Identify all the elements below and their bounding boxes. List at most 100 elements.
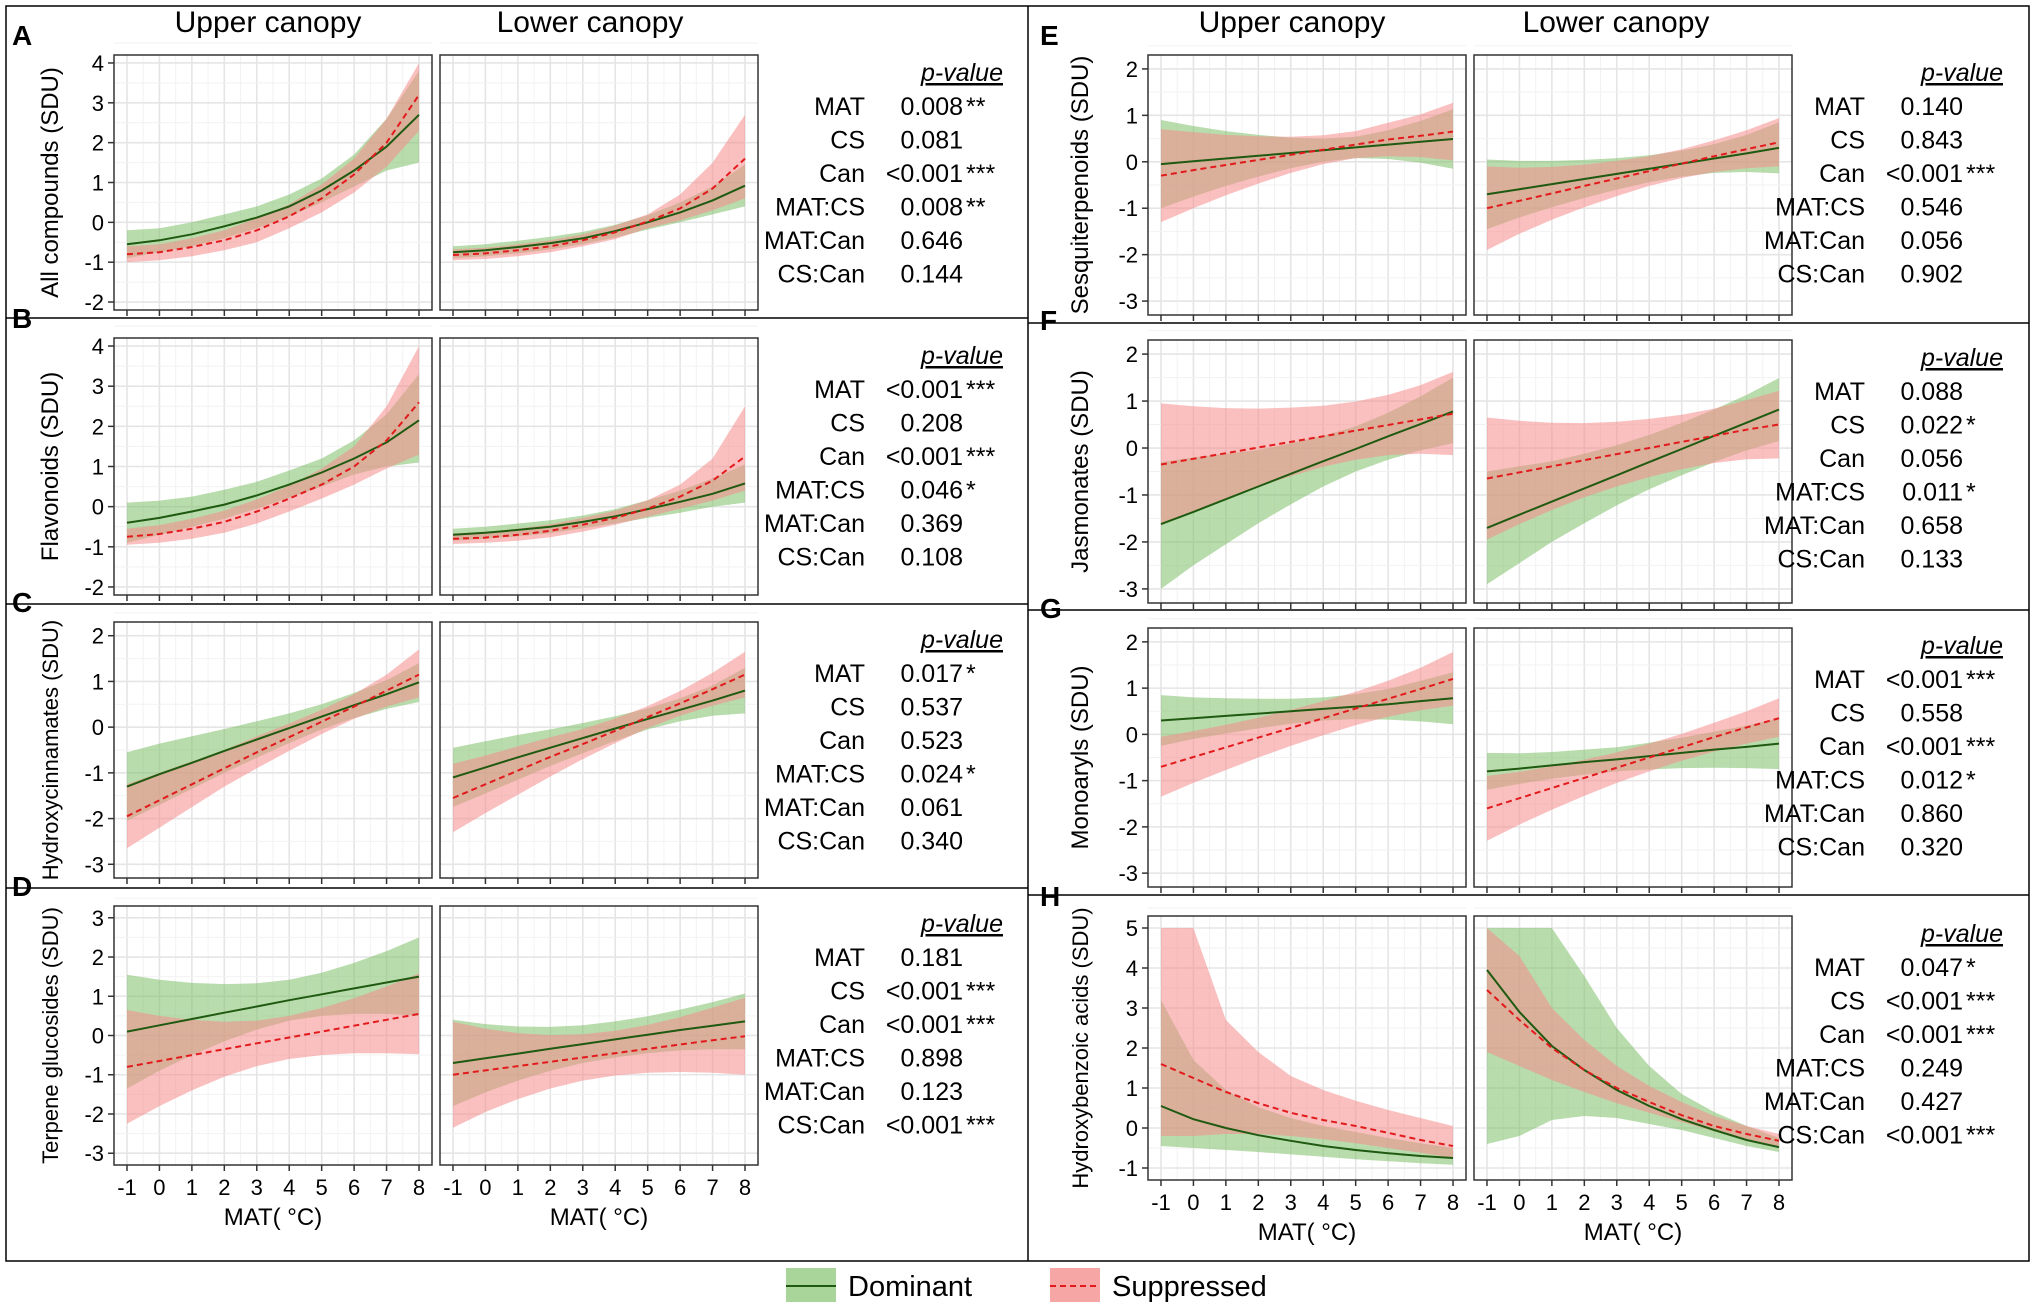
stat-p-value: 0.046: [900, 477, 963, 505]
stat-term: Can: [819, 727, 865, 755]
y-tick-label: -1: [84, 250, 104, 275]
stat-term: CS:Can: [1777, 1122, 1865, 1150]
column-titles: Upper canopy Lower canopy Upper canopy Lowe…: [175, 6, 1710, 39]
stat-term: MAT: [814, 944, 865, 972]
pvalue-header: p-value: [1920, 59, 2003, 87]
dominant-confidence-band: [1487, 928, 1779, 1152]
suppressed-confidence-band: [1487, 928, 1779, 1146]
y-tick-label: 1: [1126, 389, 1138, 414]
suppressed-confidence-band: [127, 973, 419, 1124]
x-tick-label: 1: [186, 1175, 198, 1200]
suppressed-line: [126, 673, 420, 818]
x-tick-label: 1: [1220, 1190, 1232, 1215]
y-tick-label: 3: [92, 906, 104, 931]
stat-significance: **: [966, 93, 986, 121]
stat-term: CS: [1830, 988, 1865, 1016]
x-tick-label: -1: [443, 1175, 463, 1200]
stat-significance: *: [966, 660, 976, 688]
stat-term: Can: [819, 443, 865, 471]
y-axis-label: Hydroxycinnamates (SDU): [38, 620, 63, 880]
y-tick-label: 2: [1126, 342, 1138, 367]
stat-term: MAT:Can: [1764, 1088, 1865, 1116]
stat-p-value: 0.022: [1900, 412, 1963, 440]
x-tick-label: 6: [1708, 1190, 1720, 1215]
stat-term: MAT:CS: [775, 1045, 865, 1073]
stat-term: MAT:CS: [1775, 479, 1865, 507]
stat-p-value: 0.011: [1902, 479, 1963, 507]
stat-p-value: 0.081: [900, 127, 963, 155]
stat-p-value: 0.658: [1900, 512, 1963, 540]
suppressed-line: [452, 673, 746, 799]
stat-significance: *: [1966, 412, 1976, 440]
stat-p-value: 0.320: [1900, 834, 1963, 862]
plot-lower: [439, 42, 759, 316]
stat-term: Can: [1819, 733, 1865, 761]
legend-label-suppressed: Suppressed: [1112, 1271, 1267, 1303]
pvalue-header: p-value: [920, 342, 1003, 370]
legend-label-dominant: Dominant: [848, 1271, 972, 1303]
stat-term: CS: [830, 127, 865, 155]
stat-term: MAT:CS: [1775, 767, 1865, 795]
suppressed-confidence-band: [1487, 390, 1779, 540]
plot-border: [439, 905, 759, 1166]
x-axis-label: MAT( °C): [1258, 1219, 1356, 1246]
stat-significance: ***: [966, 443, 995, 471]
stat-p-value: 0.012: [1900, 767, 1963, 795]
suppressed-confidence-band: [1161, 371, 1453, 526]
dominant-line: [126, 114, 420, 246]
y-axis-label: All compounds (SDU): [37, 67, 64, 298]
y-tick-label: 2: [92, 414, 104, 439]
y-tick-label: -1: [84, 535, 104, 560]
stat-p-value: <0.001: [1886, 1122, 1963, 1150]
stat-p-value: 0.024: [900, 761, 963, 789]
figure-frame: [5, 5, 2030, 1262]
plot-border: [1473, 627, 1793, 888]
stat-term: MAT:CS: [775, 761, 865, 789]
y-tick-label: 1: [1126, 1076, 1138, 1101]
stat-p-value: 0.008: [900, 194, 963, 222]
y-tick-label: 1: [92, 669, 104, 694]
stat-p-value: <0.001: [1886, 666, 1963, 694]
y-tick-label: -2: [84, 1102, 104, 1127]
stat-term: CS:Can: [777, 828, 865, 856]
x-tick-label: -1: [1151, 1190, 1171, 1215]
x-tick-label: 8: [739, 1175, 751, 1200]
dominant-line: [1160, 697, 1454, 722]
column-title: Lower canopy: [1523, 6, 1710, 39]
stat-term: MAT:Can: [764, 227, 865, 255]
dominant-line: [452, 1020, 746, 1064]
y-tick-label: -2: [84, 575, 104, 600]
suppressed-confidence-band: [453, 114, 745, 261]
stat-p-value: <0.001: [886, 376, 963, 404]
stat-p-value: 0.843: [1900, 127, 1963, 155]
y-tick-label: 1: [92, 984, 104, 1009]
y-tick-label: -3: [1118, 577, 1138, 602]
stat-term: CS: [830, 978, 865, 1006]
plot-lower: [1473, 45, 1793, 321]
stat-p-value: 0.537: [900, 694, 963, 722]
stat-term: Can: [1819, 160, 1865, 188]
stat-p-value: 0.860: [1900, 800, 1963, 828]
stat-p-value: 0.340: [900, 828, 963, 856]
y-tick-label: -1: [84, 761, 104, 786]
stat-term: MAT:Can: [764, 794, 865, 822]
stat-p-value: <0.001: [886, 443, 963, 471]
outer-border: [5, 5, 2030, 1262]
stat-p-value: 0.249: [1900, 1055, 1963, 1083]
stat-significance: ***: [1966, 160, 1995, 188]
dominant-line: [126, 681, 420, 788]
x-tick-label: 2: [1578, 1190, 1590, 1215]
x-tick-label: 2: [1252, 1190, 1264, 1215]
x-tick-label: 7: [706, 1175, 718, 1200]
y-tick-label: 3: [1126, 996, 1138, 1021]
plot-lower: [1473, 618, 1793, 893]
stat-p-value: 0.546: [1900, 194, 1963, 222]
x-tick-label: 4: [1317, 1190, 1329, 1215]
stat-term: CS: [1830, 127, 1865, 155]
plot-lower: [439, 325, 759, 601]
stat-term: MAT: [1814, 954, 1865, 982]
